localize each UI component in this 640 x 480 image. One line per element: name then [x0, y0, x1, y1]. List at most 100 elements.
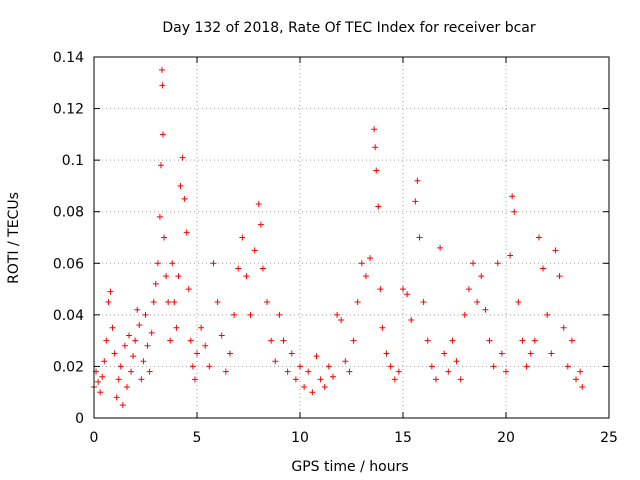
data-point: [564, 363, 571, 370]
data-point: [214, 298, 221, 305]
data-point: [159, 82, 166, 89]
x-tick-label: 10: [291, 430, 309, 446]
data-point: [494, 260, 501, 267]
data-point: [109, 324, 116, 331]
data-point: [301, 384, 308, 391]
data-point: [126, 332, 133, 339]
data-point: [383, 350, 390, 357]
data-point: [264, 298, 271, 305]
y-tick-label: 0.08: [53, 205, 84, 221]
data-point: [325, 363, 332, 370]
data-point: [150, 298, 157, 305]
data-point: [375, 203, 382, 210]
data-point: [511, 208, 518, 215]
data-point: [156, 213, 163, 220]
data-point: [552, 247, 559, 254]
data-point: [284, 368, 291, 375]
data-point: [342, 358, 349, 365]
data-point: [231, 311, 238, 318]
data-point: [309, 389, 316, 396]
data-point: [255, 200, 262, 207]
data-point: [243, 273, 250, 280]
data-point: [373, 167, 380, 174]
data-point: [509, 193, 516, 200]
data-point: [148, 329, 155, 336]
data-point: [189, 363, 196, 370]
data-point: [113, 394, 120, 401]
data-point: [206, 363, 213, 370]
data-point: [498, 350, 505, 357]
data-point: [202, 342, 209, 349]
data-point: [400, 286, 406, 293]
data-point: [414, 177, 421, 184]
data-point: [577, 368, 584, 375]
x-tick-label: 0: [90, 430, 99, 446]
data-point: [194, 350, 200, 357]
data-point: [157, 162, 164, 169]
data-point: [387, 363, 394, 370]
points-layer: [91, 66, 586, 409]
data-point: [379, 324, 386, 331]
data-point: [358, 260, 365, 267]
grid-layer: [94, 57, 609, 418]
data-point: [391, 376, 398, 383]
data-point: [130, 353, 137, 360]
data-point: [117, 363, 124, 370]
data-point: [121, 342, 128, 349]
data-point: [144, 342, 151, 349]
data-point: [437, 244, 444, 251]
y-tick-label: 0.12: [53, 102, 84, 118]
data-point: [115, 376, 122, 383]
data-point: [478, 273, 485, 280]
data-point: [123, 384, 130, 391]
data-point: [317, 376, 324, 383]
data-point: [579, 384, 586, 391]
data-point: [154, 260, 161, 267]
data-point: [134, 306, 141, 313]
data-point: [420, 298, 427, 305]
data-point: [173, 324, 180, 331]
data-point: [404, 291, 411, 298]
data-point: [185, 286, 192, 293]
data-point: [191, 376, 198, 383]
data-point: [416, 234, 423, 241]
plot-frame: [93, 56, 610, 419]
data-point: [128, 368, 135, 375]
data-point: [560, 324, 567, 331]
data-point: [247, 311, 254, 318]
tick-labels-layer: 0 5 10 15 20 25 0 0.02 0.04 0.06 0.08 0.1 0.12 0.14: [53, 50, 618, 446]
x-axis-label: GPS time / hours: [291, 459, 408, 475]
data-point: [490, 363, 497, 370]
data-point: [272, 358, 279, 365]
data-point: [239, 234, 246, 241]
data-point: [268, 337, 275, 344]
data-point: [519, 337, 526, 344]
data-point: [377, 286, 384, 293]
data-point: [297, 363, 303, 370]
data-point: [181, 195, 188, 202]
data-point: [367, 255, 374, 262]
data-point: [142, 311, 149, 318]
y-tick-label: 0.04: [53, 308, 84, 324]
data-point: [453, 358, 460, 365]
data-point: [474, 298, 481, 305]
data-point: [432, 376, 439, 383]
data-point: [531, 337, 538, 344]
data-point: [461, 311, 468, 318]
data-point: [169, 260, 176, 267]
data-point: [167, 337, 174, 344]
data-point: [482, 306, 489, 313]
data-point: [280, 337, 287, 344]
data-point: [486, 337, 493, 344]
data-point: [527, 350, 534, 357]
data-point: [95, 378, 102, 385]
data-point: [313, 353, 320, 360]
x-tick-label: 5: [193, 430, 202, 446]
data-point: [329, 373, 336, 380]
data-point: [179, 154, 186, 161]
data-point: [198, 324, 205, 331]
data-point: [218, 332, 225, 339]
data-point: [259, 265, 266, 272]
data-point: [371, 126, 378, 133]
data-point: [146, 368, 153, 375]
